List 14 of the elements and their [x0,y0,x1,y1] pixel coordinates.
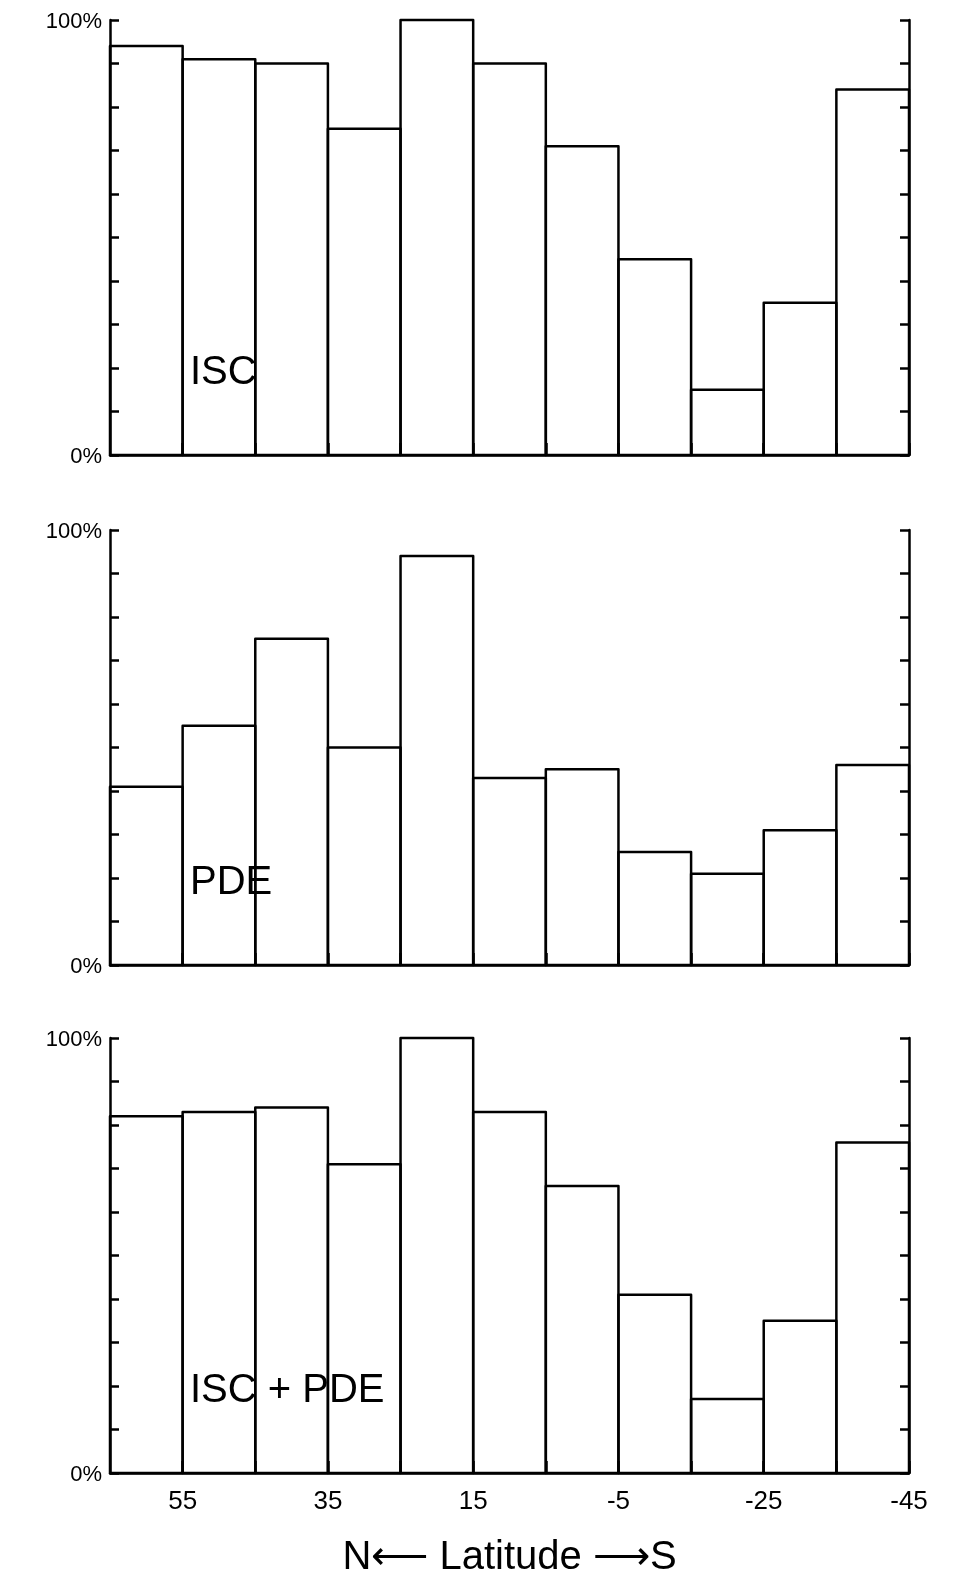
x-tick-label: -25 [744,1485,783,1515]
x-tick-label: 15 [458,1485,488,1515]
y-tick-label: 100% [45,517,102,543]
y-tick-label: 100% [45,7,102,33]
y-tick-label: 0% [70,952,102,978]
x-tick-label: 35 [313,1485,343,1515]
x-tick-label: -5 [606,1485,631,1515]
x-tick-label: 55 [168,1485,198,1515]
y-tick-label: 0% [70,1460,102,1486]
y-tick-label: 100% [45,1025,102,1051]
x-tick-label: -45 [890,1485,928,1515]
y-tick-label: 0% [70,442,102,468]
x-axis-title: N⟵ Latitude ⟶S [342,1533,677,1577]
annotation: ISC [190,348,257,392]
